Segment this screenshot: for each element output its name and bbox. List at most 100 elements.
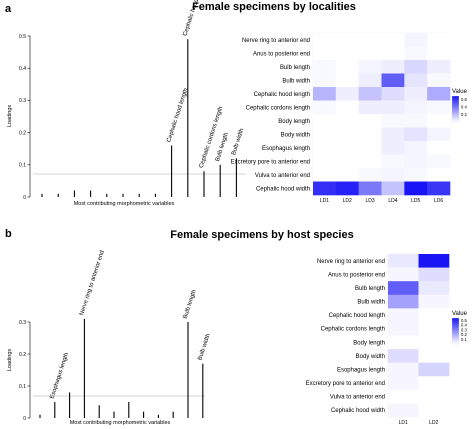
heatmap-cell <box>418 308 450 323</box>
heatmap-cell <box>404 114 428 128</box>
heatmap-cell <box>381 154 405 169</box>
legend-tick-label: 0.4 <box>461 323 467 328</box>
heatmap-cell <box>381 181 405 196</box>
heatmap-cell <box>404 73 428 88</box>
bar-label: Nerve ring to anterior end <box>79 250 106 317</box>
heatmap-cell <box>381 168 405 182</box>
panel-b-legend-title: Value <box>452 311 468 317</box>
heatmap-cell <box>358 46 382 61</box>
heatmap-row-label: Esophagus length <box>262 146 310 152</box>
heatmap-cell <box>388 403 419 418</box>
heatmap-cell <box>418 294 450 309</box>
heatmap-cell <box>358 73 382 88</box>
heatmap-cell <box>335 127 359 142</box>
heatmap-cell <box>427 60 451 74</box>
heatmap-cell <box>335 87 359 101</box>
y-tick-label: 0 <box>23 416 26 422</box>
panel-a-title: Female specimens by localities <box>192 1 356 13</box>
legend-tick-label: 0.6 <box>461 97 467 102</box>
panel-b-bar-chart: Loadings Most contributing morphometric … <box>7 250 212 426</box>
heatmap-cell <box>381 127 405 142</box>
heatmap-cell <box>427 87 451 101</box>
y-tick-label: 0.3 <box>19 98 26 104</box>
heatmap-cell <box>427 127 451 142</box>
heatmap-cell <box>388 321 419 336</box>
heatmap-cell <box>313 87 337 101</box>
heatmap-cell <box>388 308 419 323</box>
heatmap-cell <box>427 33 451 47</box>
heatmap-cell <box>427 114 451 128</box>
heatmap-cell <box>381 100 405 115</box>
heatmap-row-label: Cephalic hood width <box>331 408 385 414</box>
heatmap-cell <box>313 114 337 128</box>
panel-b-title: Female specimens by host species <box>170 229 353 241</box>
heatmap-row-label: Vulva to anterior end <box>330 395 385 401</box>
heatmap-column-label: LD2 <box>343 198 352 204</box>
heatmap-cell <box>335 114 359 128</box>
heatmap-cell <box>404 46 428 61</box>
heatmap-cell <box>313 46 337 61</box>
heatmap-column-label: LD4 <box>388 198 397 204</box>
panel-a-legend-title: Value <box>452 89 468 95</box>
heatmap-cell <box>358 33 382 47</box>
heatmap-row-label: Esophagus length <box>337 367 385 373</box>
legend-tick-label: 0.1 <box>461 337 467 342</box>
heatmap-row-label: Bulb length <box>355 286 385 292</box>
heatmap-cell <box>404 181 428 196</box>
y-tick-label: 0.4 <box>19 66 26 72</box>
heatmap-cell <box>335 60 359 74</box>
heatmap-cell <box>404 100 428 115</box>
heatmap-cell <box>313 100 337 115</box>
bar-label: Cephalic hood length <box>166 88 189 143</box>
heatmap-cell <box>358 141 382 155</box>
heatmap-cell <box>427 181 451 196</box>
heatmap-row-label: Cephalic hood width <box>256 186 310 192</box>
heatmap-row-label: Cephalic cordons length <box>321 327 385 333</box>
heatmap-cell <box>388 294 419 309</box>
heatmap-cell <box>313 60 337 74</box>
panel-b-xlabel: Most contributing morphometric variables <box>70 420 171 426</box>
heatmap-row-label: Body width <box>356 354 385 360</box>
heatmap-cell <box>358 181 382 196</box>
panel-a-letter: a <box>5 3 12 15</box>
heatmap-cell <box>427 168 451 182</box>
heatmap-cell <box>335 100 359 115</box>
heatmap-row-label: Excretory pore to anterior end <box>231 159 310 165</box>
heatmap-cell <box>418 254 450 268</box>
heatmap-row-label: Excretory pore to anterior end <box>306 381 385 387</box>
heatmap-cell <box>388 389 419 404</box>
y-tick-label: 0.1 <box>19 163 26 169</box>
heatmap-cell <box>335 33 359 47</box>
heatmap-cell <box>313 154 337 169</box>
heatmap-row-label: Anus to posterior end <box>328 272 385 278</box>
heatmap-cell <box>381 114 405 128</box>
heatmap-cell <box>313 127 337 142</box>
heatmap-column-label: LD2 <box>429 420 438 426</box>
heatmap-row-label: Anus to posterior end <box>253 51 310 57</box>
legend-colorbar <box>451 317 460 345</box>
y-tick-label: 0.3 <box>19 320 26 326</box>
heatmap-cell <box>418 281 450 296</box>
legend-tick-label: 0.2 <box>461 112 467 117</box>
panel-a-heatmap: Value Nerve ring to anterior end Anus to … <box>231 32 468 204</box>
legend-tick-label: 0.5 <box>461 318 467 323</box>
heatmap-cell <box>388 254 419 268</box>
heatmap-row-label: Cephalic cordons length <box>246 105 310 111</box>
heatmap-cell <box>381 60 405 74</box>
bar-label: Esophagus length <box>49 352 70 400</box>
panel-b-ylabel: Loadings <box>7 349 13 372</box>
heatmap-row-label: Bulb width <box>282 78 310 84</box>
legend-tick-label: 0.3 <box>461 327 467 332</box>
legend-tick-label: 0.2 <box>461 332 467 337</box>
heatmap-cell <box>313 73 337 88</box>
heatmap-cell <box>358 168 382 182</box>
heatmap-cell <box>335 181 359 196</box>
heatmap-column-label: LD5 <box>411 198 420 204</box>
heatmap-cell <box>427 100 451 115</box>
heatmap-cell <box>388 349 419 363</box>
heatmap-row-label: Vulva to anterior end <box>255 173 310 179</box>
panel-b-letter: b <box>5 228 12 240</box>
heatmap-row-label: Body width <box>281 132 310 138</box>
heatmap-cell <box>358 87 382 101</box>
